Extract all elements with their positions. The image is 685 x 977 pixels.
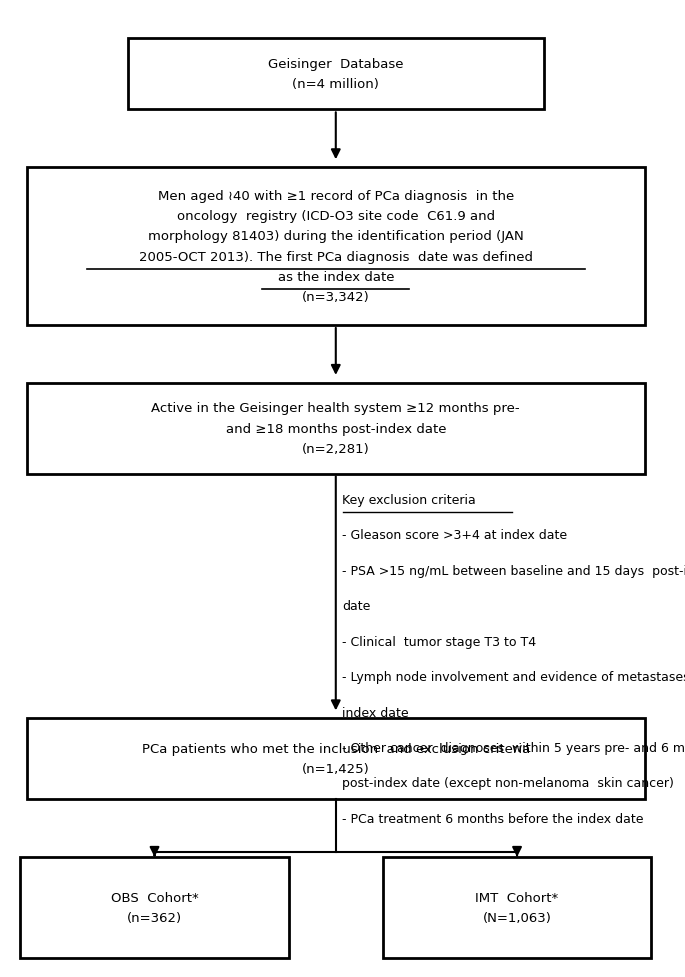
Text: post-index date (except non-melanoma  skin cancer): post-index date (except non-melanoma ski…	[342, 777, 674, 789]
Text: - Gleason score >3+4 at index date: - Gleason score >3+4 at index date	[342, 529, 568, 541]
Text: (n=2,281): (n=2,281)	[302, 443, 370, 455]
Text: Key exclusion criteria: Key exclusion criteria	[342, 493, 476, 506]
Text: - Other cancer  diagnoses  within 5 years pre- and 6 months: - Other cancer diagnoses within 5 years …	[342, 742, 685, 754]
Text: (N=1,063): (N=1,063)	[483, 911, 551, 924]
Text: - Clinical  tumor stage T3 to T4: - Clinical tumor stage T3 to T4	[342, 635, 536, 648]
Text: 2005-OCT 2013). The first PCa diagnosis  date was defined: 2005-OCT 2013). The first PCa diagnosis …	[139, 250, 533, 263]
Text: Geisinger  Database: Geisinger Database	[268, 58, 403, 71]
Text: index date: index date	[342, 705, 409, 719]
Bar	[27, 168, 645, 325]
Text: (n=1,425): (n=1,425)	[302, 762, 370, 776]
Bar	[21, 857, 289, 957]
Text: - PCa treatment 6 months before the index date: - PCa treatment 6 months before the inde…	[342, 812, 644, 826]
Text: oncology  registry (ICD-O3 site code  C61.9 and: oncology registry (ICD-O3 site code C61.…	[177, 210, 495, 223]
Text: (n=3,342): (n=3,342)	[302, 290, 370, 304]
Text: 2005-OCT 2013). The first PCa diagnosis  date was defined: 2005-OCT 2013). The first PCa diagnosis …	[139, 250, 533, 263]
Text: - PSA >15 ng/mL between baseline and 15 days  post-index: - PSA >15 ng/mL between baseline and 15 …	[342, 564, 685, 577]
Text: date: date	[342, 600, 371, 613]
Bar	[383, 857, 651, 957]
Text: PCa patients who met the inclusion  and exclusion criteria: PCa patients who met the inclusion and e…	[142, 743, 530, 755]
Text: morphology 81403) during the identification period (JAN: morphology 81403) during the identificat…	[148, 231, 523, 243]
Text: Active in the Geisinger health system ≥12 months pre-: Active in the Geisinger health system ≥1…	[151, 403, 520, 415]
Text: OBS  Cohort*: OBS Cohort*	[111, 891, 199, 904]
Text: (n=362): (n=362)	[127, 911, 182, 924]
Text: as the index date: as the index date	[277, 271, 394, 283]
Bar	[27, 383, 645, 474]
Text: Men aged ≀40 with ≥1 record of PCa diagnosis  in the: Men aged ≀40 with ≥1 record of PCa diagn…	[158, 190, 514, 203]
Text: (n=4 million): (n=4 million)	[292, 78, 379, 91]
Text: as the index date: as the index date	[277, 271, 394, 283]
Bar	[27, 718, 645, 799]
Bar	[127, 38, 544, 110]
Text: and ≥18 months post-index date: and ≥18 months post-index date	[225, 422, 446, 435]
Text: IMT  Cohort*: IMT Cohort*	[475, 891, 559, 904]
Text: - Lymph node involvement and evidence of metastases at: - Lymph node involvement and evidence of…	[342, 670, 685, 683]
